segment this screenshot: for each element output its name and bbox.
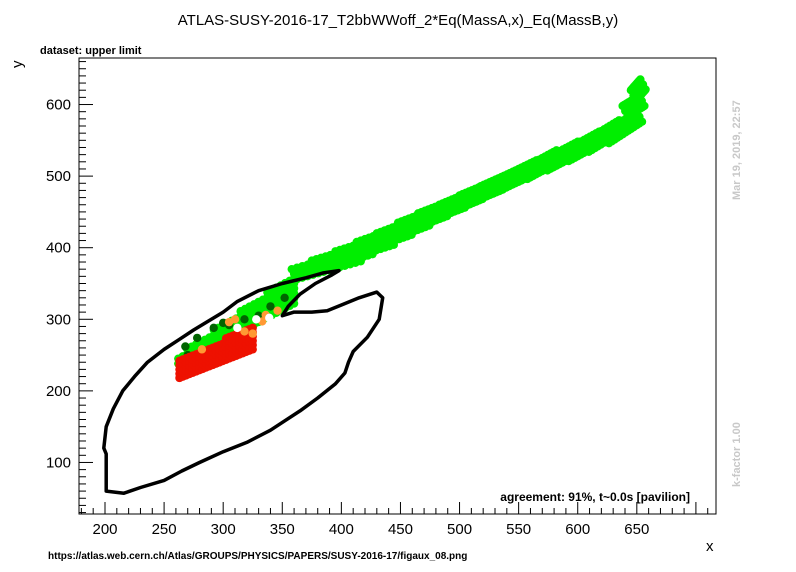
data-point-white — [252, 315, 261, 324]
y-tick-label: 500 — [46, 168, 71, 185]
exclusion-contour — [102, 268, 385, 495]
data-point-orange — [224, 317, 234, 327]
x-tick-label: 400 — [329, 521, 354, 538]
data-point-orange — [273, 306, 282, 315]
timestamp-label: Mar 19, 2019, 22:57 — [731, 100, 743, 200]
data-point-darkgreen — [280, 293, 289, 303]
y-tick-label: 600 — [46, 97, 71, 114]
x-tick-label: 550 — [506, 521, 531, 538]
dataset-label: dataset: upper limit — [40, 45, 142, 57]
data-point-orange — [248, 329, 257, 338]
x-tick-label: 600 — [565, 521, 590, 538]
data-point-darkgreen — [192, 333, 202, 343]
source-url: https://atlas.web.cern.ch/Atlas/GROUPS/P… — [48, 551, 467, 562]
axes-layer: 200 250 300 350 400 450 500 550 600 650 100 200 300 4… — [46, 61, 709, 538]
data-point-darkgreen — [266, 302, 275, 311]
data-point-orange — [240, 327, 249, 336]
y-tick-label: 300 — [46, 311, 71, 328]
markers-layer — [174, 75, 650, 383]
contour-layer — [102, 268, 385, 495]
data-point-darkgreen — [240, 315, 249, 324]
data-point-white — [233, 323, 242, 333]
data-point-green — [289, 269, 299, 278]
y-axis-label: y — [9, 60, 26, 68]
data-point-green — [641, 85, 650, 94]
y-tick-label: 400 — [46, 240, 71, 257]
x-tick-label: 450 — [388, 521, 413, 538]
y-tick-label: 100 — [46, 454, 71, 471]
x-tick-label: 350 — [270, 521, 295, 538]
x-tick-label: 250 — [152, 521, 177, 538]
data-point-green — [637, 117, 647, 126]
x-axis-label: x — [706, 538, 714, 555]
plot-frame — [78, 57, 717, 515]
kfactor-label: k-factor 1.00 — [731, 422, 743, 487]
x-tick-label: 650 — [624, 521, 649, 538]
agreement-label: agreement: 91%, t~0.0s [pavilion] — [500, 490, 690, 504]
data-point-darkgreen — [209, 323, 218, 333]
data-point-orange — [197, 345, 207, 354]
data-point-darkgreen — [181, 342, 190, 351]
x-tick-label: 300 — [211, 521, 236, 538]
chart-title: ATLAS-SUSY-2016-17_T2bbWWoff_2*Eq(MassA,… — [178, 12, 618, 29]
x-tick-label: 200 — [92, 521, 117, 538]
data-point-green — [640, 101, 649, 111]
y-tick-label: 200 — [46, 383, 71, 400]
data-point-white — [265, 313, 274, 323]
x-tick-label: 500 — [447, 521, 472, 538]
